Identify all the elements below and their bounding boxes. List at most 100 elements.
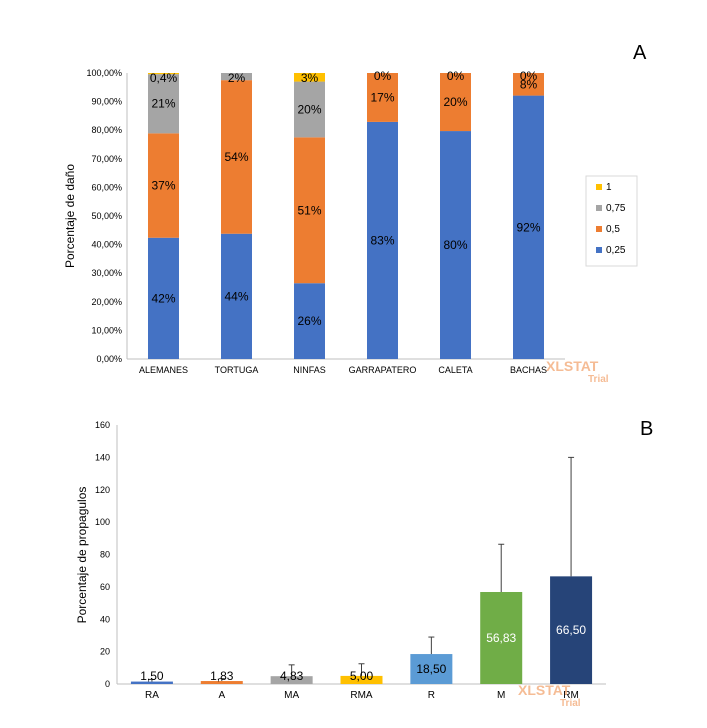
chart-a-bar-segment: [294, 283, 325, 359]
chart-b-bar: [200, 681, 243, 684]
chart-a-x-tick-label: BACHAS: [510, 365, 547, 375]
chart-a-bar-segment: [221, 80, 252, 234]
chart-b-x-tick-label: M: [497, 690, 505, 701]
watermark-a-main: XLSTAT: [546, 358, 599, 374]
chart-b-x-tick-label: A: [218, 690, 225, 701]
chart-b-data-label: 5,00: [350, 669, 374, 683]
chart-b-data-label: 56,83: [486, 631, 516, 645]
chart-a-data-label: 0%: [374, 69, 392, 83]
chart-a-bar-segment: [440, 73, 471, 132]
chart-b-bar: [340, 675, 383, 684]
chart-a-axes: [126, 73, 565, 360]
chart-b-y-tick-label: 80: [100, 550, 110, 560]
chart-a-x-tick-label: ALEMANES: [139, 365, 188, 375]
chart-b-x-tick-label: RA: [145, 690, 159, 701]
chart-a-data-label: 26%: [297, 314, 321, 328]
chart-b-x-tick-label: RMA: [350, 690, 373, 701]
chart-b-bars: [130, 576, 593, 684]
chart-b-axes: [116, 425, 606, 685]
chart-b-y-tick-label: 100: [95, 517, 110, 527]
chart-a-legend-swatch: [596, 184, 602, 190]
chart-a-x-tick-label: GARRAPATERO: [349, 365, 417, 375]
chart-a-legend-label: 0,75: [606, 203, 626, 214]
chart-b-x-ticks: RA A MA RMA R M RM: [145, 690, 579, 701]
chart-b-error-bars: [148, 456, 575, 682]
chart-a-data-label: 0,4%: [150, 71, 178, 85]
chart-a-y-ticks: 0,00% 10,00% 20,00% 30,00% 40,00% 50,00% 60,00…: [86, 68, 122, 364]
chart-a-data-label: 44%: [224, 289, 248, 303]
chart-b-data-label: 18,50: [416, 662, 446, 676]
chart-a-bar-segment: [440, 131, 471, 359]
chart-a-y-tick-label: 100,00%: [86, 68, 122, 78]
chart-a-legend-swatch: [596, 205, 602, 211]
chart-a-y-tick-label: 90,00%: [91, 97, 122, 107]
chart-b-y-tick-label: 140: [95, 452, 110, 462]
chart-a-data-label: 83%: [370, 233, 394, 247]
chart-a-legend-box: [585, 175, 638, 267]
chart-a-bar-segment: [148, 237, 179, 359]
chart-a-data-label: 37%: [151, 179, 175, 193]
chart-a-data-label: 54%: [224, 150, 248, 164]
chart-a-data-labels: 42% 37% 21% 0,4% 44% 54% 2% 26% 51% 20% 3% 83% 17% 0%…: [150, 69, 541, 328]
chart-a-x-tick-label: CALETA: [438, 365, 472, 375]
chart-b-y-tick-label: 20: [100, 647, 110, 657]
chart-a-data-label: 3%: [301, 71, 319, 85]
chart-a-data-label: 51%: [297, 203, 321, 217]
chart-a-data-label: 20%: [443, 95, 467, 109]
chart-b-bar: [550, 576, 593, 684]
panel-a-letter: A: [633, 42, 647, 64]
chart-b-x-tick-label: R: [428, 690, 435, 701]
watermark-a-sub: Trial: [588, 374, 609, 385]
chart-b-data-label: 66,50: [556, 623, 586, 637]
chart-a-bar-segment: [294, 137, 325, 284]
watermark-b-main: XLSTAT: [518, 682, 571, 698]
chart-b-x-tick-label: MA: [284, 690, 299, 701]
chart-b-y-axis-label: Porcentaje de propagulos: [75, 487, 89, 624]
chart-a-bar-segment: [513, 73, 544, 96]
chart-a-data-label: 80%: [443, 238, 467, 252]
chart-b-bar: [410, 654, 453, 684]
chart-b-y-tick-label: 60: [100, 582, 110, 592]
chart-a: 0,00% 10,00% 20,00% 30,00% 40,00% 50,00% 60,00…: [63, 68, 638, 385]
chart-a-bar-segment: [367, 121, 398, 359]
chart-a-bar-segment: [294, 81, 325, 138]
chart-a-y-tick-label: 80,00%: [91, 125, 122, 135]
chart-a-y-tick-label: 50,00%: [91, 211, 122, 221]
chart-a-bar-segment: [367, 73, 398, 122]
chart-a-x-ticks: ALEMANES TORTUGA NINFAS GARRAPATERO CALETA BA…: [139, 365, 547, 375]
chart-a-bar-segment: [148, 73, 179, 75]
chart-b: 0 20 40 60 80 100 120 140 160 Porcentaje de prop…: [75, 420, 606, 709]
chart-a-y-tick-label: 40,00%: [91, 240, 122, 250]
chart-a-y-axis-label: Porcentaje de daño: [63, 164, 77, 268]
chart-a-bar-segment: [221, 233, 252, 359]
chart-a-data-label: 2%: [228, 71, 246, 85]
chart-b-y-tick-label: 160: [95, 420, 110, 430]
chart-b-x-tick-label: RM: [563, 690, 579, 701]
chart-a-bar-segment: [148, 133, 179, 238]
chart-a-bar-segment: [148, 74, 179, 134]
chart-a-y-tick-label: 0,00%: [96, 354, 122, 364]
panel-b-letter: B: [640, 418, 654, 440]
chart-b-bar: [130, 681, 173, 684]
chart-a-legend-swatch: [596, 226, 602, 232]
chart-a-legend: 1 0,75 0,5 0,25: [585, 175, 638, 267]
chart-a-legend-swatch: [596, 247, 602, 253]
watermark-b-sub: Trial: [560, 698, 581, 709]
chart-b-data-labels: 1,50 1,83 4,83 5,00 18,50 56,83 66,50: [140, 623, 586, 683]
chart-b-y-tick-label: 40: [100, 614, 110, 624]
chart-a-y-tick-label: 10,00%: [91, 325, 122, 335]
chart-b-bar: [480, 592, 523, 684]
chart-a-data-label: 17%: [370, 90, 394, 104]
chart-a-data-label: 42%: [151, 291, 175, 305]
chart-a-legend-label: 0,25: [606, 245, 626, 256]
chart-a-bar-segment: [221, 73, 252, 81]
chart-a-data-label: 20%: [297, 102, 321, 116]
chart-a-data-label: 0%: [447, 69, 465, 83]
chart-b-bar: [270, 676, 313, 684]
chart-a-y-tick-label: 30,00%: [91, 268, 122, 278]
chart-a-bar-segment: [513, 95, 544, 360]
chart-b-data-label: 4,83: [280, 669, 304, 683]
chart-a-data-label: 92%: [516, 220, 540, 234]
chart-a-bar-segment: [294, 73, 325, 82]
